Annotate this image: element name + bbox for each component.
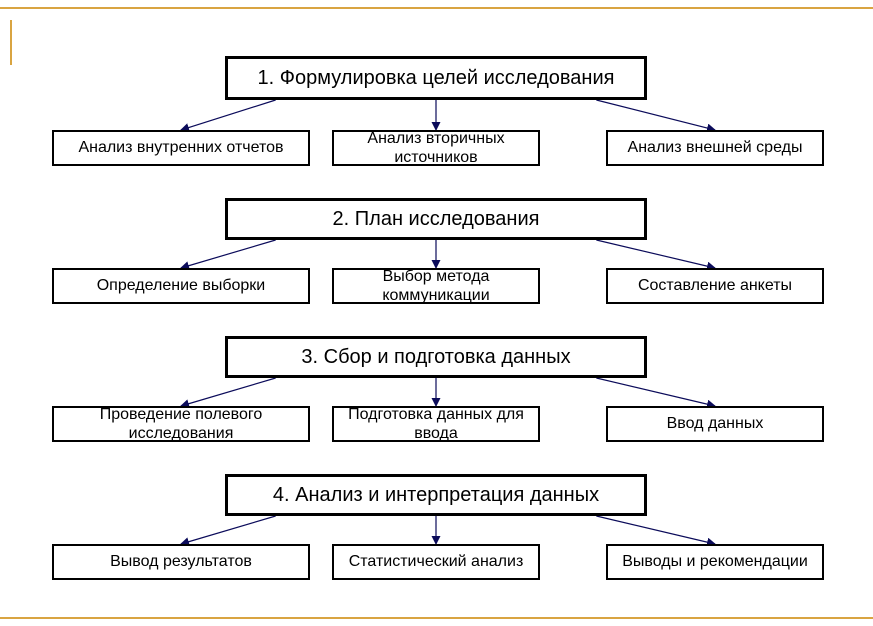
flowchart-node-s3c: Ввод данных [606, 406, 824, 442]
flowchart-node-s4b: Статистический анализ [332, 544, 540, 580]
flowchart-edge [596, 516, 715, 544]
flowchart-edge [181, 100, 276, 130]
flowchart-node-label: Выбор метода коммуникации [340, 267, 532, 305]
flowchart-edge [181, 240, 276, 268]
flowchart-node-label: Статистический анализ [349, 552, 524, 571]
flowchart-node-label: 2. План исследования [333, 207, 540, 231]
flowchart-node-s1b: Анализ вторичных источников [332, 130, 540, 166]
flowchart-edge [596, 240, 715, 268]
flowchart-node-label: 1. Формулировка целей исследования [258, 66, 615, 90]
flowchart-node-s4c: Выводы и рекомендации [606, 544, 824, 580]
accent-line-bottom [0, 617, 873, 619]
accent-line-left [10, 20, 12, 65]
flowchart-node-label: Подготовка данных для ввода [340, 405, 532, 443]
flowchart-node-s3: 3. Сбор и подготовка данных [225, 336, 647, 378]
flowchart-node-s1: 1. Формулировка целей исследования [225, 56, 647, 100]
flowchart-node-label: Проведение полевого исследования [60, 405, 302, 443]
flowchart-node-label: Вывод результатов [110, 552, 252, 571]
flowchart-node-s4: 4. Анализ и интерпретация данных [225, 474, 647, 516]
flowchart-node-s1a: Анализ внутренних отчетов [52, 130, 310, 166]
flowchart-node-label: Определение выборки [97, 276, 266, 295]
flowchart-node-s4a: Вывод результатов [52, 544, 310, 580]
flowchart-node-s3a: Проведение полевого исследования [52, 406, 310, 442]
flowchart-node-s2a: Определение выборки [52, 268, 310, 304]
flowchart-node-s2c: Составление анкеты [606, 268, 824, 304]
flowchart-node-s3b: Подготовка данных для ввода [332, 406, 540, 442]
flowchart-edge [181, 516, 276, 544]
accent-line-top [0, 7, 873, 9]
flowchart-node-label: Ввод данных [667, 414, 764, 433]
flowchart-edge [596, 100, 715, 130]
flowchart-node-s2b: Выбор метода коммуникации [332, 268, 540, 304]
flowchart-node-label: Анализ вторичных источников [340, 129, 532, 167]
flowchart-node-s1c: Анализ внешней среды [606, 130, 824, 166]
flowchart-node-label: Составление анкеты [638, 276, 792, 295]
flowchart-node-label: Выводы и рекомендации [622, 552, 808, 571]
flowchart-node-s2: 2. План исследования [225, 198, 647, 240]
flowchart-node-label: Анализ внутренних отчетов [78, 138, 283, 157]
flowchart-node-label: Анализ внешней среды [628, 138, 803, 157]
flowchart-edge [596, 378, 715, 406]
flowchart-edge [181, 378, 276, 406]
flowchart-node-label: 4. Анализ и интерпретация данных [273, 483, 599, 507]
flowchart-node-label: 3. Сбор и подготовка данных [301, 345, 570, 369]
